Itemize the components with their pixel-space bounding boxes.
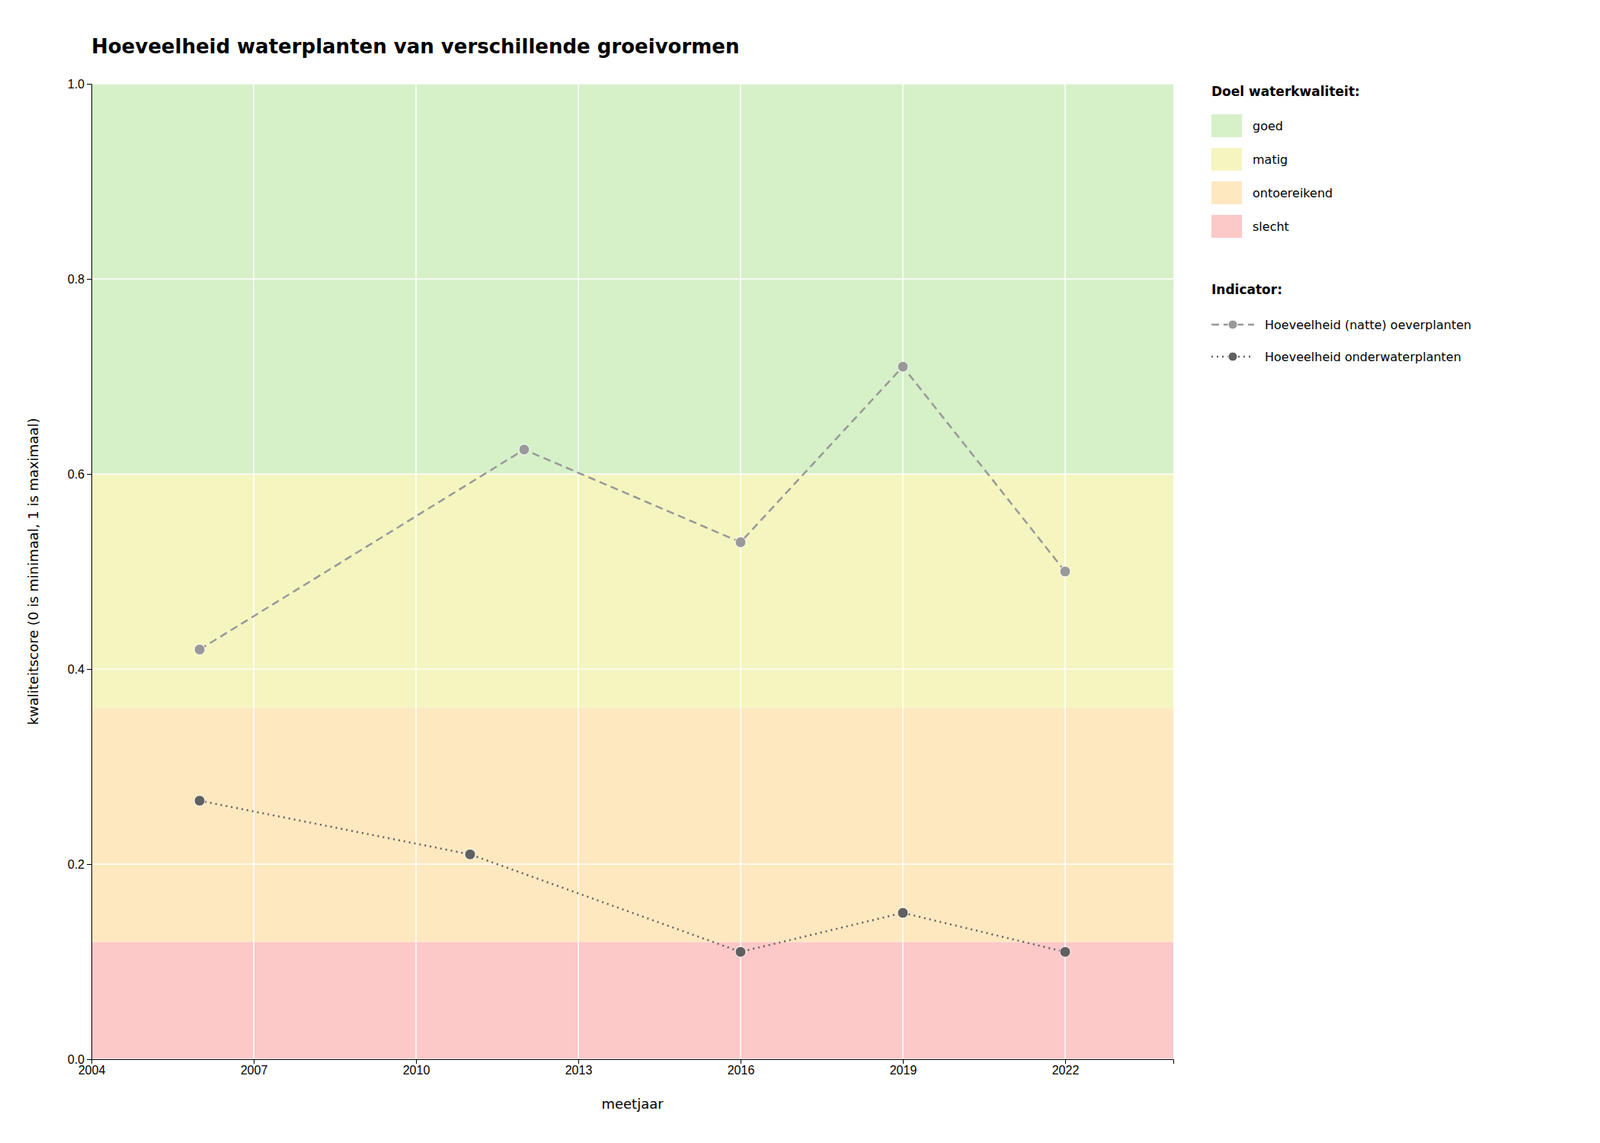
point (897, 907, 909, 919)
tick-mark (86, 83, 92, 85)
tick-mark (578, 1059, 580, 1064)
bands (91, 83, 1174, 1060)
tick-mark (740, 1059, 742, 1064)
legend-marker (1228, 352, 1238, 362)
tick: 2022 (1052, 1059, 1080, 1077)
point (897, 361, 909, 372)
grid-line (739, 83, 742, 1060)
tick-mark (253, 1059, 255, 1064)
tick-label: 0.0 (67, 1052, 85, 1066)
legend-swatch (1211, 181, 1242, 205)
grid-line (252, 83, 255, 1060)
tick: 2007 (240, 1059, 269, 1077)
axis-line (92, 1059, 1175, 1065)
legend-label: slecht (1252, 219, 1290, 234)
legend-swatch (1211, 147, 1242, 171)
tick: 0.8 (67, 272, 92, 286)
legend-label: goed (1252, 118, 1284, 134)
tick-label: 2016 (727, 1063, 756, 1077)
tick-label: 2022 (1052, 1063, 1080, 1077)
x-axis-title: meetjaar (601, 1095, 664, 1112)
tick-label: 0.2 (67, 857, 85, 871)
tick-label: 2010 (403, 1063, 431, 1077)
legend-label: ontoereikend (1252, 185, 1333, 201)
series-line (199, 366, 1066, 650)
series (194, 361, 1071, 957)
tick-label: 0.6 (67, 467, 85, 481)
grid-line (415, 83, 417, 1060)
grid-line (577, 83, 580, 1060)
tick-mark (86, 473, 92, 475)
tick-label: 0.8 (67, 272, 85, 286)
tick: 2016 (727, 1059, 756, 1077)
tick-label: 0.4 (67, 662, 85, 676)
title: Hoeveelheid waterplanten van verschillen… (91, 35, 740, 58)
y-axis-title: kwaliteitscore (0 is minimaal, 1 is maxi… (25, 418, 42, 726)
tick: 0.4 (67, 662, 92, 676)
tick: 0.2 (67, 857, 92, 871)
chart: 2004 2007 2010 2013 2016 2019 2022 0.0 0.2 0.4 0.6… (0, 0, 1600, 1143)
grid (91, 83, 1174, 1060)
tick: 1.0 (67, 77, 92, 91)
point (194, 795, 205, 807)
tick: 2013 (565, 1059, 593, 1077)
x-axis: 2004 2007 2010 2013 2016 2019 2022 (78, 1059, 1175, 1077)
point (1059, 566, 1071, 577)
plot: 2004 2007 2010 2013 2016 2019 2022 0.0 0.2 0.4 0.6… (67, 77, 1175, 1078)
point (735, 537, 746, 548)
tick-label: 2004 (78, 1063, 106, 1077)
tick-mark (86, 278, 92, 280)
tick-label: 2019 (889, 1063, 918, 1077)
point (194, 643, 205, 655)
legend: Doel waterkwaliteit: goed matig ontoereiken… (1211, 83, 1472, 365)
tick: 2019 (889, 1059, 918, 1077)
tick: 2010 (403, 1059, 431, 1077)
tick-label: 1.0 (67, 77, 85, 91)
tick-mark (86, 864, 92, 865)
legend-label: matig (1252, 152, 1288, 167)
legend-label: Hoeveelheid (natte) oeverplanten (1264, 317, 1472, 333)
y-axis: 0.0 0.2 0.4 0.6 0.8 1.0 (67, 77, 93, 1066)
series-line (199, 800, 1066, 952)
legend-label: Hoeveelheid onderwaterplanten (1264, 349, 1462, 365)
point (1059, 946, 1071, 957)
tick-label: 2013 (565, 1063, 593, 1077)
legend-swatch (1211, 114, 1242, 138)
legend-marker (1228, 320, 1238, 330)
tick-mark (902, 1059, 904, 1064)
tick: 0.0 (67, 1052, 92, 1066)
axis-line (86, 84, 93, 1060)
tick-mark (86, 1059, 92, 1060)
legend-title: Indicator: (1211, 281, 1283, 298)
tick: 0.6 (67, 467, 92, 481)
legend-swatch (1211, 214, 1242, 238)
legend-title: Doel waterkwaliteit: (1211, 83, 1360, 100)
tick-label: 2007 (240, 1063, 269, 1077)
tick-mark (1065, 1059, 1066, 1064)
point (518, 444, 530, 455)
tick-mark (416, 1059, 417, 1064)
point (464, 848, 476, 860)
tick-mark (86, 668, 92, 670)
point (735, 946, 746, 957)
